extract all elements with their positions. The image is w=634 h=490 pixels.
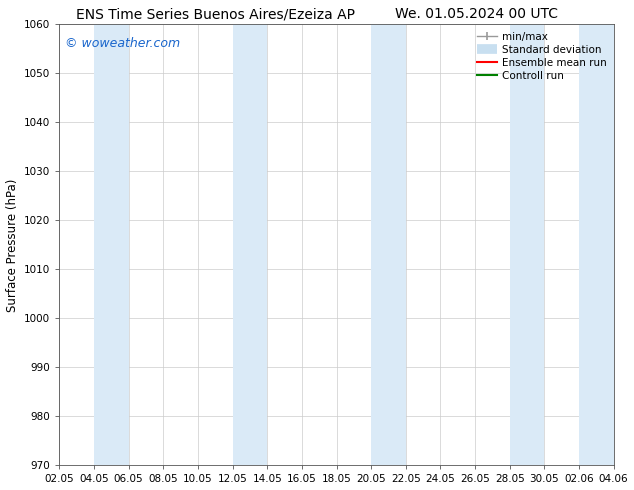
Y-axis label: Surface Pressure (hPa): Surface Pressure (hPa) xyxy=(6,178,18,312)
Text: © woweather.com: © woweather.com xyxy=(65,38,180,50)
Bar xyxy=(510,24,545,465)
Bar xyxy=(233,24,267,465)
Bar xyxy=(371,24,406,465)
Text: ENS Time Series Buenos Aires/Ezeiza AP: ENS Time Series Buenos Aires/Ezeiza AP xyxy=(76,7,355,22)
Bar xyxy=(94,24,129,465)
Legend: min/max, Standard deviation, Ensemble mean run, Controll run: min/max, Standard deviation, Ensemble me… xyxy=(472,27,611,85)
Bar xyxy=(579,24,614,465)
Text: We. 01.05.2024 00 UTC: We. 01.05.2024 00 UTC xyxy=(395,7,558,22)
